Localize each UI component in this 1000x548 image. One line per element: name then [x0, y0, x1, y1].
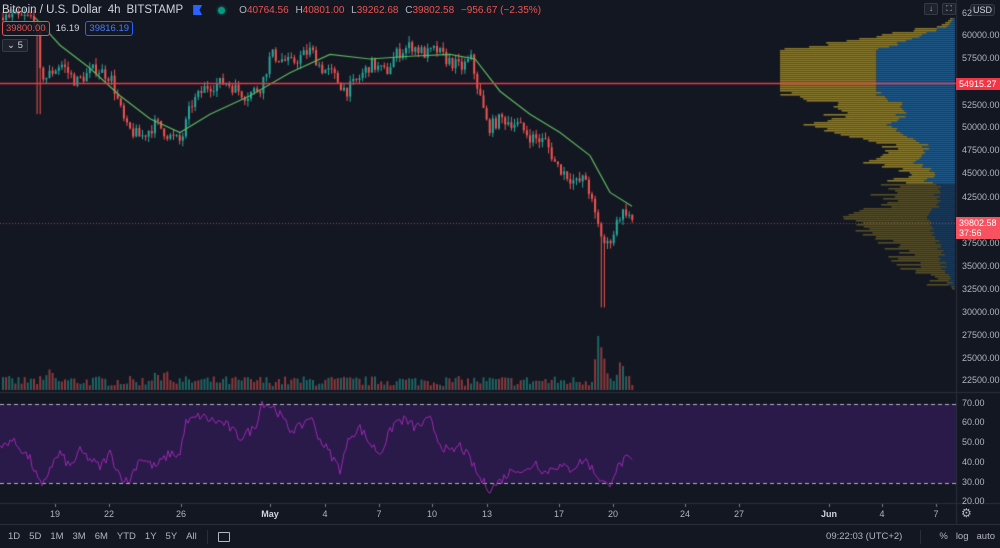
clock[interactable]: 09:22:03 (UTC+2) — [826, 531, 903, 542]
divider — [920, 529, 922, 544]
exchange-label: BITSTAMP — [126, 4, 184, 16]
range-button-5y[interactable]: 5Y — [165, 531, 178, 542]
percent-toggle[interactable]: % — [939, 531, 948, 542]
time-tick-label: 17 — [553, 509, 565, 519]
divider — [206, 529, 208, 544]
collapse-indicators-button[interactable]: ⌄ 5 — [2, 39, 28, 52]
range-button-ytd[interactable]: YTD — [116, 531, 136, 542]
market-status-icon — [218, 6, 226, 14]
range-button-3m[interactable]: 3M — [72, 531, 86, 542]
currency-button[interactable]: USD — [970, 4, 996, 16]
open-value: 40764.56 — [246, 4, 289, 16]
rsi-tick-label: 40.00 — [962, 457, 985, 467]
range-button-1m[interactable]: 1M — [50, 531, 64, 542]
time-tick-label: 4 — [879, 509, 885, 519]
range-button-all[interactable]: All — [186, 531, 197, 542]
range-button-5d[interactable]: 5D — [29, 531, 42, 542]
time-tick-label: 19 — [49, 509, 61, 519]
candle-countdown: 37:56 — [959, 228, 982, 238]
log-toggle[interactable]: log — [955, 531, 969, 542]
time-tick-label: May — [261, 509, 279, 519]
price-axis-label-top: 62 — [962, 8, 973, 18]
price-tick-label: 57500.00 — [962, 53, 1000, 63]
close-key: C — [405, 4, 413, 16]
spread-value: 16.19 — [55, 23, 80, 34]
bottom-toolbar: 1D 5D 1M 3M 6M YTD 1Y 5Y All 09:22:03 (UTC+2) % … — [0, 524, 1000, 548]
price-tick-label: 35000.00 — [962, 261, 1000, 271]
buy-button[interactable]: 39816.19 — [85, 21, 134, 36]
price-tick-label: 60000.00 — [962, 30, 1000, 40]
current-price-tag: 39802.58 37:56 — [956, 217, 1000, 239]
time-tick-label: Jun — [820, 509, 838, 519]
bottom-right-controls: 09:22:03 (UTC+2) % log auto — [826, 529, 996, 544]
price-tick-label: 47500.00 — [962, 145, 1000, 155]
low-value: 39262.68 — [356, 4, 399, 16]
price-tick-label: 22500.00 — [962, 375, 1000, 385]
trade-buttons: 39800.00 16.19 39816.19 — [2, 21, 134, 36]
price-tick-label: 32500.00 — [962, 284, 1000, 294]
rsi-tick-label: 70.00 — [962, 398, 985, 408]
high-key: H — [295, 4, 303, 16]
time-tick-label: 20 — [607, 509, 619, 519]
settings-gear-icon[interactable]: ⚙ — [961, 506, 972, 520]
rsi-tick-label: 50.00 — [962, 437, 985, 447]
time-tick-label: 22 — [103, 509, 115, 519]
price-tick-label: 37500.00 — [962, 238, 1000, 248]
sell-button[interactable]: 39800.00 — [2, 21, 50, 36]
time-tick-label: 4 — [322, 509, 328, 519]
time-tick-label: 7 — [376, 509, 382, 519]
price-tick-label: 42500.00 — [962, 192, 1000, 202]
top-right-controls: ↓ ⛶ — [924, 3, 956, 15]
flag-icon[interactable] — [193, 5, 203, 15]
price-tick-label: 52500.00 — [962, 100, 1000, 110]
ohlc-values: O40764.56 H40801.00 L39262.68 C39802.58 … — [239, 5, 545, 16]
price-tick-label: 45000.00 — [962, 168, 1000, 178]
fullscreen-icon[interactable]: ⛶ — [942, 3, 956, 15]
open-key: O — [239, 4, 247, 16]
symbol-legend: Bitcoin / U.S. Dollar 4h BITSTAMP O40764… — [2, 4, 545, 16]
price-tick-label: 27500.00 — [962, 330, 1000, 340]
change-value: −956.67 (−2.35%) — [460, 4, 542, 16]
hline-price-tag: 54915.27 — [956, 78, 1000, 90]
range-button-1y[interactable]: 1Y — [144, 531, 157, 542]
symbol-title[interactable]: Bitcoin / U.S. Dollar — [2, 4, 102, 16]
goto-date-icon[interactable] — [217, 531, 230, 542]
rsi-tick-label: 60.00 — [962, 417, 985, 427]
time-tick-label: 27 — [733, 509, 745, 519]
scroll-down-icon[interactable]: ↓ — [924, 3, 938, 15]
range-button-1d[interactable]: 1D — [8, 531, 21, 542]
time-tick-label: 10 — [426, 509, 438, 519]
time-tick-label: 24 — [679, 509, 691, 519]
auto-toggle[interactable]: auto — [976, 531, 996, 542]
price-tick-label: 30000.00 — [962, 307, 1000, 317]
low-key: L — [351, 4, 357, 16]
interval-label[interactable]: 4h — [107, 4, 121, 16]
rsi-tick-label: 30.00 — [962, 477, 985, 487]
high-value: 40801.00 — [302, 4, 345, 16]
rsi-tick-label: 20.00 — [962, 496, 985, 506]
date-range-buttons: 1D 5D 1M 3M 6M YTD 1Y 5Y All — [0, 531, 197, 542]
time-tick-label: 26 — [175, 509, 187, 519]
time-tick-label: 7 — [933, 509, 939, 519]
price-tick-label: 50000.00 — [962, 122, 1000, 132]
close-value: 39802.58 — [412, 4, 455, 16]
current-price: 39802.58 — [959, 218, 997, 228]
time-tick-label: 13 — [481, 509, 493, 519]
range-button-6m[interactable]: 6M — [94, 531, 108, 542]
price-tick-label: 25000.00 — [962, 353, 1000, 363]
